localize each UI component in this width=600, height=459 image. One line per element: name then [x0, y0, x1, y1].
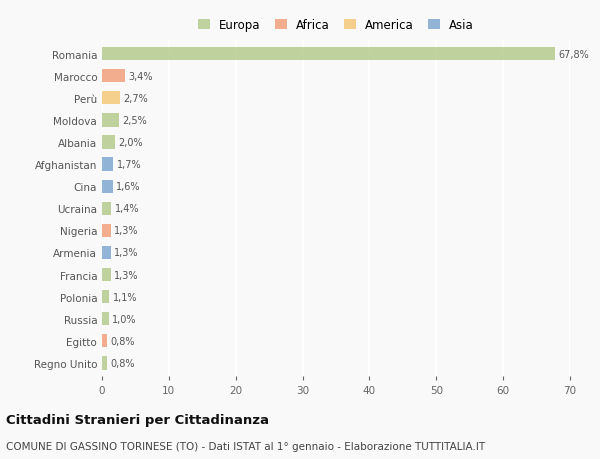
Text: 1,1%: 1,1% [113, 292, 137, 302]
Text: 1,4%: 1,4% [115, 204, 139, 214]
Text: 2,0%: 2,0% [119, 138, 143, 148]
Bar [102, 291, 109, 304]
Text: 2,7%: 2,7% [124, 94, 148, 104]
Bar [102, 269, 110, 281]
Bar [102, 92, 120, 105]
Bar [102, 48, 555, 61]
Bar [102, 136, 115, 149]
Text: Cittadini Stranieri per Cittadinanza: Cittadini Stranieri per Cittadinanza [6, 413, 269, 426]
Text: 2,5%: 2,5% [122, 116, 147, 126]
Text: 1,7%: 1,7% [117, 160, 142, 170]
Bar [102, 202, 112, 215]
Bar [102, 224, 110, 237]
Bar [102, 335, 107, 348]
Text: 1,3%: 1,3% [114, 226, 139, 236]
Text: 1,0%: 1,0% [112, 314, 137, 324]
Bar [102, 180, 113, 193]
Text: 1,6%: 1,6% [116, 182, 140, 192]
Text: 67,8%: 67,8% [559, 50, 589, 60]
Bar [102, 70, 125, 83]
Legend: Europa, Africa, America, Asia: Europa, Africa, America, Asia [198, 19, 474, 32]
Text: 0,8%: 0,8% [110, 336, 135, 346]
Bar [102, 313, 109, 326]
Bar [102, 158, 113, 171]
Text: 1,3%: 1,3% [114, 270, 139, 280]
Bar [102, 357, 107, 370]
Bar [102, 114, 119, 127]
Text: 1,3%: 1,3% [114, 248, 139, 258]
Text: 0,8%: 0,8% [110, 358, 135, 368]
Text: 3,4%: 3,4% [128, 72, 152, 82]
Bar [102, 246, 110, 259]
Text: COMUNE DI GASSINO TORINESE (TO) - Dati ISTAT al 1° gennaio - Elaborazione TUTTIT: COMUNE DI GASSINO TORINESE (TO) - Dati I… [6, 441, 485, 451]
